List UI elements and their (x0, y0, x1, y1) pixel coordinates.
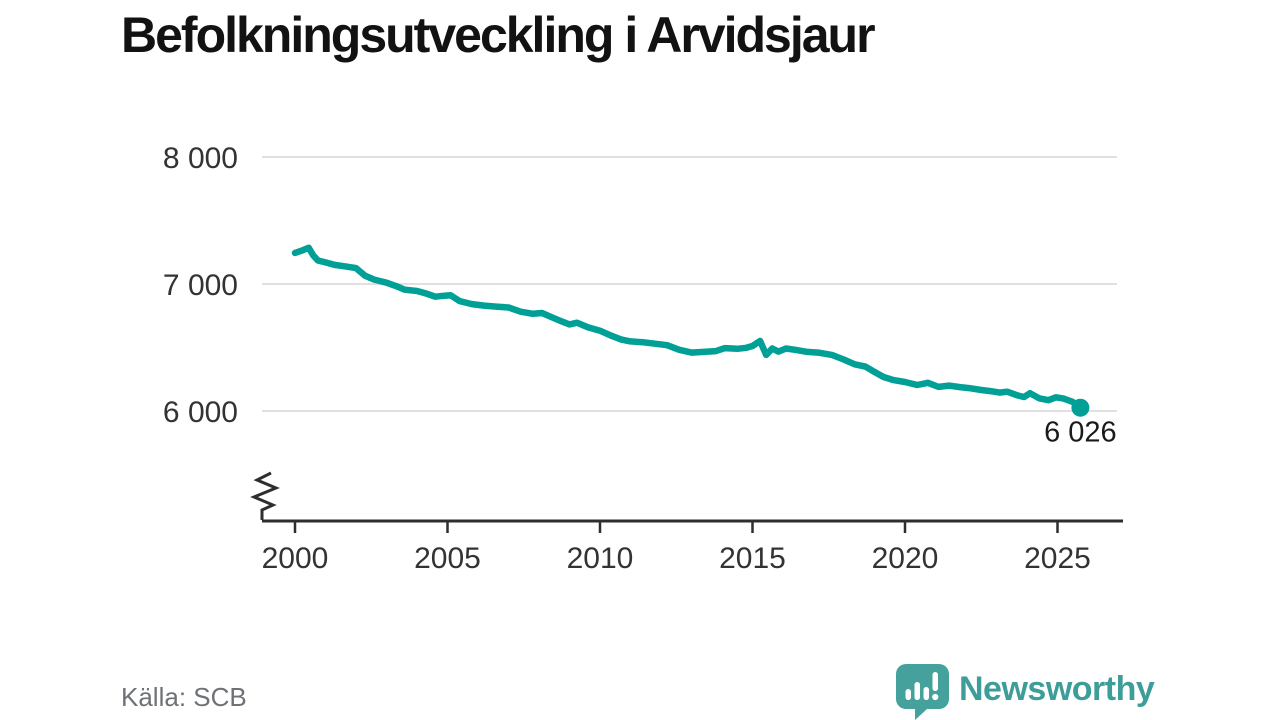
population-line (291, 244, 1084, 411)
source-label: Källa: SCB (121, 682, 247, 712)
y-axis-label: 6 000 (163, 396, 238, 429)
x-axis-label: 2025 (1024, 542, 1091, 575)
x-axis-labels: 2000 2005 2010 2015 2020 2025 (262, 542, 1091, 575)
y-axis-break-icon (250, 471, 280, 520)
x-axis-label: 2010 (567, 542, 634, 575)
x-axis-label: 2000 (262, 542, 329, 575)
x-axis-label: 2020 (872, 542, 939, 575)
y-axis-labels: 8 000 7 000 6 000 (163, 142, 238, 429)
newsworthy-wordmark: Newsworthy (959, 670, 1155, 708)
x-axis-label: 2015 (719, 542, 786, 575)
end-point-marker (1071, 398, 1090, 417)
newsworthy-icon (896, 664, 949, 720)
x-axis-ticks (293, 521, 1059, 533)
y-axis-label: 8 000 (163, 142, 238, 175)
chart-title: Befolkningsutveckling i Arvidsjaur (121, 7, 876, 63)
end-value-label: 6 026 (1044, 417, 1117, 449)
y-axis-label: 7 000 (163, 269, 238, 302)
x-axis-label: 2005 (414, 542, 481, 575)
gridlines (262, 156, 1117, 412)
newsworthy-logo: Newsworthy (895, 663, 1155, 720)
